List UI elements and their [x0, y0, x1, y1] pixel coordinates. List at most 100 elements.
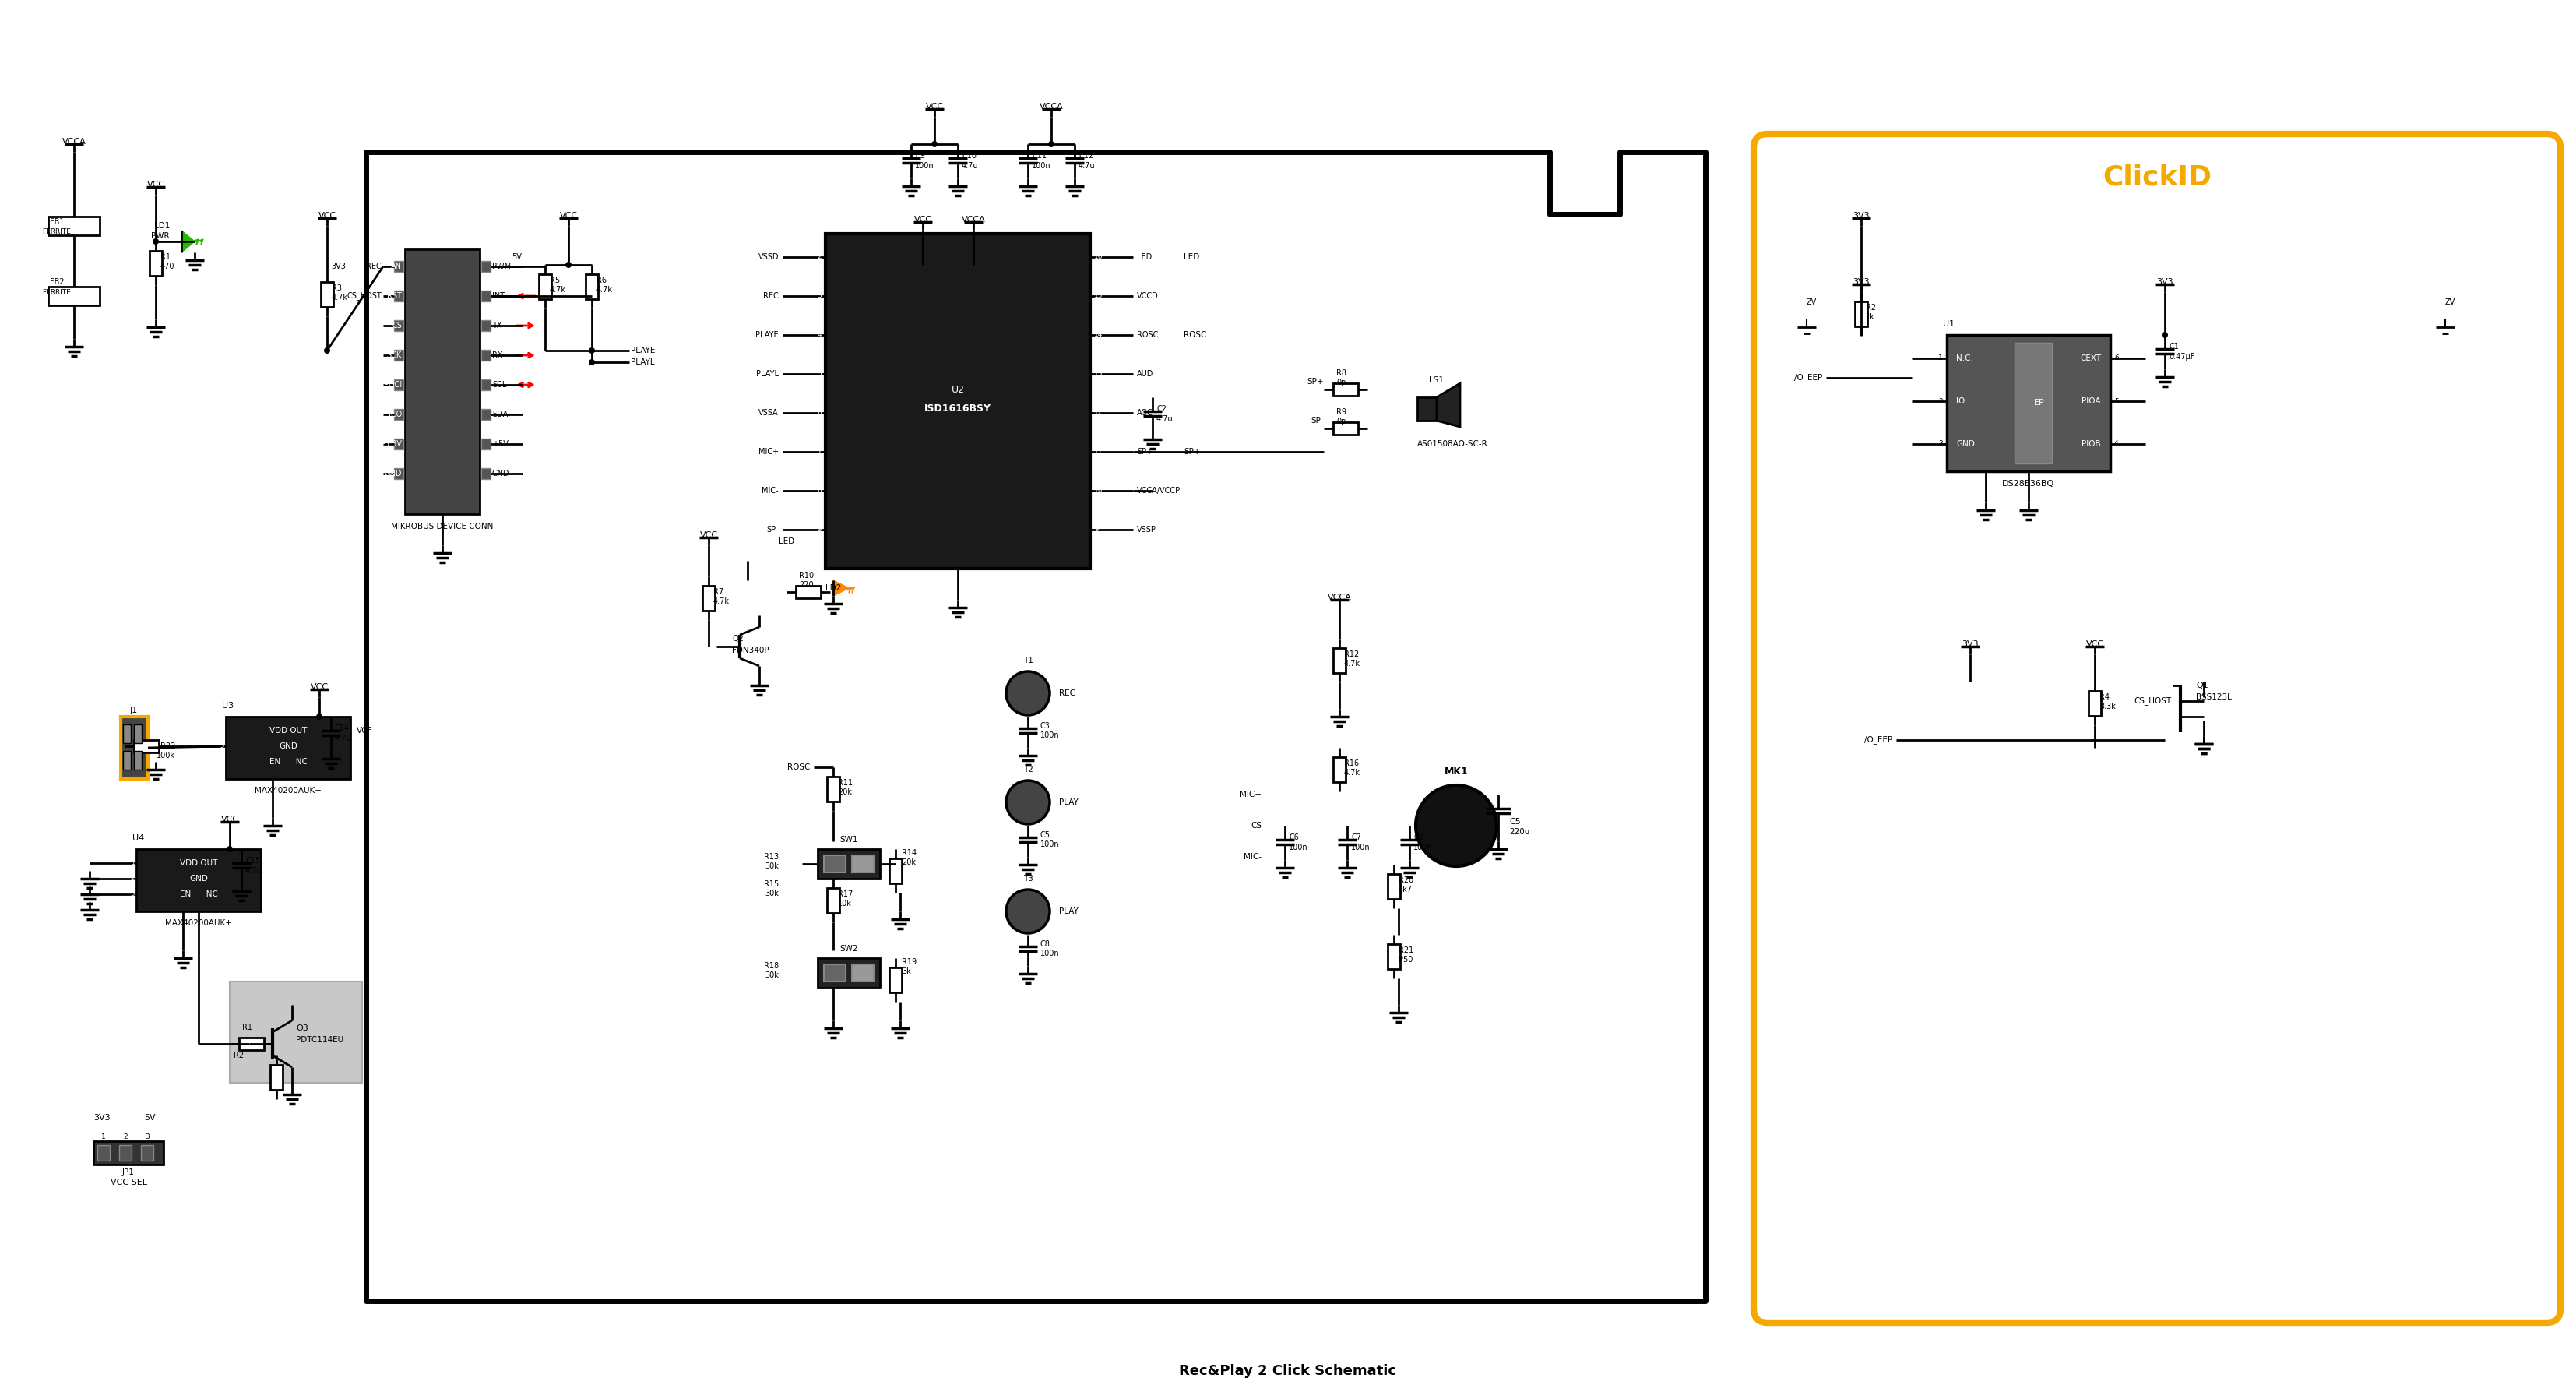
Text: LED: LED: [1182, 253, 1200, 262]
Text: 4.7u: 4.7u: [1079, 162, 1095, 169]
Bar: [796, 586, 822, 599]
Text: AUD: AUD: [1136, 369, 1154, 378]
Text: 2: 2: [131, 876, 134, 883]
Text: U4: U4: [131, 834, 144, 842]
Bar: [853, 855, 873, 873]
Bar: [703, 586, 716, 611]
Text: MAX40200AUK+: MAX40200AUK+: [255, 786, 322, 795]
Text: POCI: POCI: [384, 381, 402, 389]
Circle shape: [1417, 785, 1497, 866]
Bar: [49, 287, 100, 305]
Bar: [817, 958, 881, 988]
Text: C12: C12: [1079, 152, 1092, 159]
Text: C3: C3: [1041, 722, 1051, 730]
Text: R13: R13: [765, 853, 778, 860]
Bar: [585, 274, 598, 299]
Text: C7: C7: [1350, 834, 1360, 841]
Text: AN: AN: [392, 263, 402, 270]
Text: SP+: SP+: [1306, 378, 1324, 386]
Text: 1: 1: [131, 859, 134, 866]
Text: 5V: 5V: [513, 253, 523, 262]
Text: T1: T1: [1023, 656, 1033, 665]
Text: VCC: VCC: [914, 215, 933, 224]
Text: VSSA: VSSA: [760, 409, 778, 417]
Bar: [853, 964, 873, 982]
Text: 5: 5: [263, 859, 265, 866]
Text: VCC: VCC: [147, 180, 165, 189]
Bar: [1388, 874, 1401, 900]
Text: 1: 1: [1937, 355, 1942, 362]
Text: R3: R3: [332, 284, 343, 292]
Text: SP+: SP+: [1136, 448, 1151, 456]
Text: FB2: FB2: [49, 278, 64, 285]
Bar: [482, 469, 489, 478]
Text: MIC-: MIC-: [1244, 853, 1262, 860]
Text: PIOA: PIOA: [2081, 397, 2102, 406]
Text: SW1: SW1: [840, 835, 858, 844]
Text: J1: J1: [129, 706, 139, 715]
Bar: [827, 888, 840, 914]
Text: R22: R22: [160, 743, 175, 750]
Bar: [394, 262, 404, 271]
Text: LED: LED: [1136, 253, 1151, 262]
Text: 4.7k: 4.7k: [549, 285, 567, 294]
Bar: [1334, 648, 1345, 673]
Bar: [394, 350, 404, 361]
Text: VCF: VCF: [355, 726, 374, 734]
Circle shape: [933, 141, 938, 147]
Text: LD1: LD1: [155, 222, 170, 229]
Text: C6: C6: [1288, 834, 1298, 841]
Bar: [817, 849, 881, 879]
Text: R17: R17: [837, 890, 853, 898]
Text: ZV: ZV: [1806, 298, 1816, 306]
Bar: [482, 262, 489, 271]
Bar: [2014, 343, 2053, 463]
Text: CEXT: CEXT: [2079, 354, 2102, 362]
Circle shape: [2161, 332, 2169, 339]
Bar: [137, 849, 260, 911]
Bar: [240, 1038, 263, 1051]
Bar: [827, 776, 840, 802]
Bar: [824, 855, 845, 873]
Text: R18: R18: [765, 963, 778, 970]
Text: 220u: 220u: [1510, 828, 1530, 835]
Text: CS: CS: [392, 322, 402, 330]
Text: VDD OUT: VDD OUT: [270, 726, 307, 734]
Text: ROSC: ROSC: [788, 764, 809, 771]
Bar: [118, 1144, 131, 1161]
Text: VCC SEL: VCC SEL: [111, 1178, 147, 1186]
Text: 2: 2: [219, 727, 224, 734]
Text: 0.47μF: 0.47μF: [2169, 353, 2195, 361]
Bar: [394, 409, 404, 420]
Text: GND: GND: [384, 470, 402, 477]
Text: U2: U2: [951, 385, 963, 395]
Text: C8: C8: [1041, 940, 1051, 949]
Text: 3V3: 3V3: [1852, 211, 1870, 220]
Bar: [394, 320, 404, 332]
Circle shape: [564, 262, 572, 269]
Text: REC: REC: [762, 292, 778, 299]
Text: 10: 10: [1095, 487, 1103, 494]
Text: JP1: JP1: [121, 1168, 134, 1177]
Text: VCCD: VCCD: [1136, 292, 1159, 299]
Text: 3V3: 3V3: [1852, 278, 1870, 285]
Text: P50: P50: [1399, 956, 1412, 964]
Text: FB1: FB1: [49, 218, 64, 225]
Text: T2: T2: [1023, 765, 1033, 774]
Text: 0p: 0p: [1337, 417, 1345, 425]
Bar: [394, 379, 404, 390]
Text: VCCA: VCCA: [961, 215, 987, 224]
Text: R1: R1: [242, 1024, 252, 1031]
Bar: [149, 250, 162, 276]
Text: 5: 5: [2115, 397, 2117, 404]
Text: C5: C5: [1510, 818, 1520, 825]
Bar: [1388, 944, 1401, 970]
Text: PWM: PWM: [492, 263, 510, 270]
Bar: [394, 438, 404, 449]
Text: MAX40200AUK+: MAX40200AUK+: [165, 919, 232, 928]
Text: +3.3V: +3.3V: [379, 441, 402, 448]
Text: 1: 1: [100, 1133, 106, 1140]
Text: GND: GND: [492, 470, 510, 477]
Bar: [1947, 334, 2110, 471]
Text: PICO: PICO: [384, 410, 402, 418]
